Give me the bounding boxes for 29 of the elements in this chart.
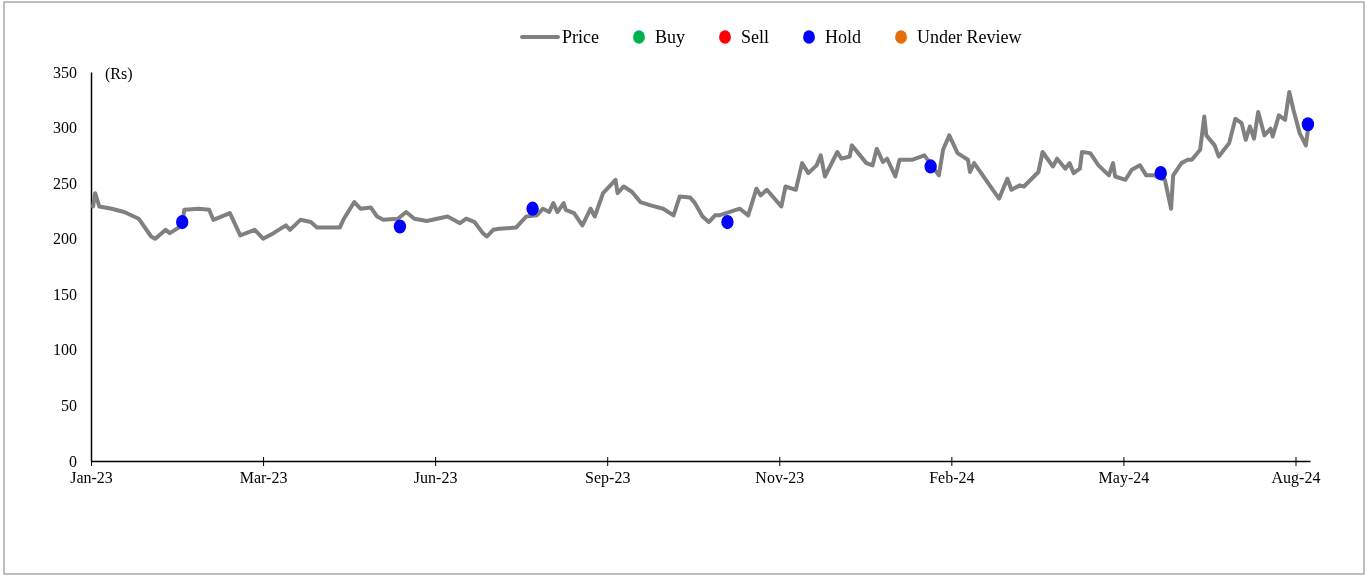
legend-label: Hold bbox=[825, 27, 862, 47]
legend-label: Price bbox=[562, 27, 599, 47]
x-tick-label: Jan-23 bbox=[70, 469, 113, 487]
x-tick-label: Jun-23 bbox=[413, 469, 458, 487]
y-tick-label: 0 bbox=[69, 452, 77, 470]
y-tick-label: 50 bbox=[61, 397, 77, 415]
y-tick-label: 150 bbox=[53, 285, 77, 303]
y-tick-label: 300 bbox=[53, 119, 77, 137]
x-tick-label: May-24 bbox=[1098, 469, 1150, 488]
x-tick-label: Mar-23 bbox=[239, 469, 288, 487]
y-axis-title: (Rs) bbox=[105, 65, 133, 83]
legend-label: Sell bbox=[741, 27, 770, 47]
point bbox=[526, 201, 539, 216]
y-tick-label: 200 bbox=[53, 230, 77, 248]
x-tick-label: Aug-24 bbox=[1271, 469, 1321, 488]
legend-label: Buy bbox=[654, 27, 685, 47]
x-tick-label: Sep-23 bbox=[585, 469, 631, 488]
point bbox=[1154, 166, 1167, 181]
x-tick-label: Nov-23 bbox=[755, 469, 805, 487]
point bbox=[924, 159, 937, 174]
x-tick-label: Feb-24 bbox=[929, 469, 975, 487]
point bbox=[176, 214, 189, 230]
y-tick-label: 350 bbox=[53, 63, 77, 81]
legend-label: Under Review bbox=[917, 27, 1022, 47]
point bbox=[1301, 117, 1315, 132]
point bbox=[721, 214, 734, 230]
y-tick-label: 250 bbox=[53, 174, 77, 192]
point bbox=[393, 219, 407, 234]
y-tick-label: 100 bbox=[53, 341, 77, 359]
